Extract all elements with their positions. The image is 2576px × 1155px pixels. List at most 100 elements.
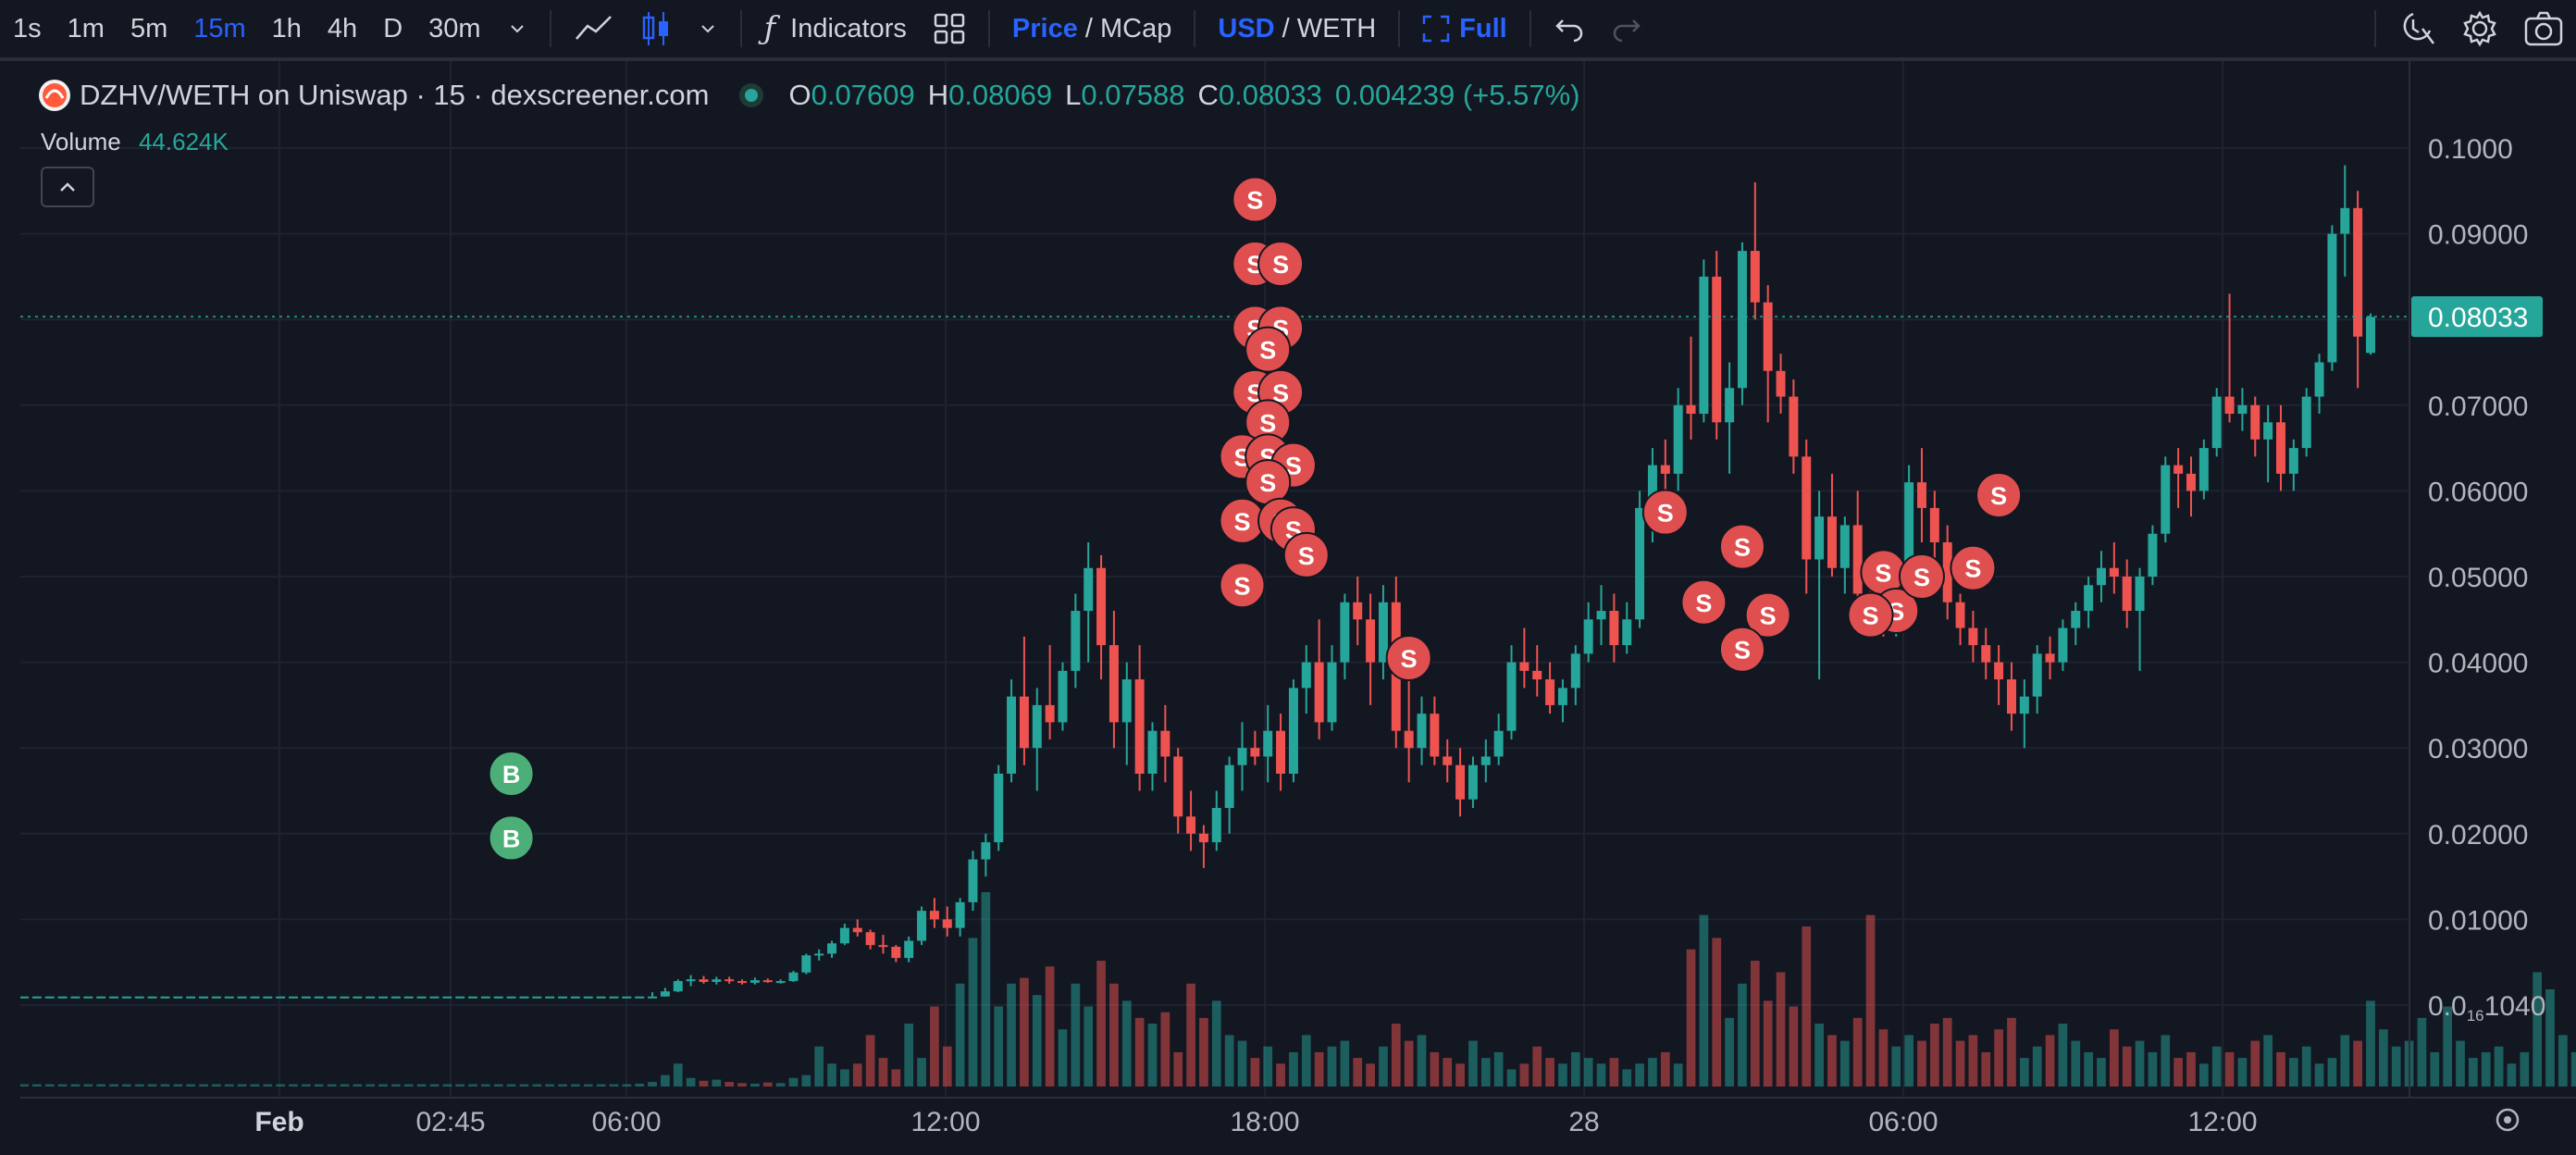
candle-body[interactable] — [186, 996, 196, 999]
candle-body[interactable] — [1276, 730, 1286, 774]
candle-body[interactable] — [839, 927, 849, 944]
candle-body[interactable] — [57, 996, 68, 999]
candle-body[interactable] — [609, 996, 619, 999]
timeframe-1h[interactable]: 1h — [271, 13, 302, 43]
candle-body[interactable] — [327, 996, 337, 999]
candle-body[interactable] — [1160, 730, 1170, 757]
candle-body[interactable] — [1468, 764, 1478, 800]
candle-body[interactable] — [1635, 507, 1645, 620]
candle-body[interactable] — [237, 996, 247, 999]
candle-body[interactable] — [929, 911, 939, 920]
candle-body[interactable] — [1224, 764, 1234, 809]
candle-body[interactable] — [20, 996, 29, 999]
candle-body[interactable] — [904, 940, 914, 959]
candle-body[interactable] — [1327, 662, 1337, 723]
candle-body[interactable] — [1480, 756, 1491, 765]
candle-body[interactable] — [1557, 688, 1567, 705]
candle-body[interactable] — [955, 901, 965, 928]
candle-body[interactable] — [545, 996, 555, 999]
candle-body[interactable] — [2122, 577, 2132, 612]
candle-body[interactable] — [1699, 276, 1709, 415]
mcap-option[interactable]: MCap — [1100, 13, 1172, 43]
candle-body[interactable] — [2109, 567, 2119, 577]
line-chart-button[interactable] — [561, 6, 627, 52]
candle-body[interactable] — [83, 996, 93, 999]
candle-body[interactable] — [2019, 696, 2029, 714]
sell-marker[interactable] — [1245, 326, 1292, 373]
candle-body[interactable] — [917, 911, 927, 941]
candle-body[interactable] — [1852, 525, 1863, 594]
candle-body[interactable] — [1545, 679, 1555, 705]
candle-body[interactable] — [1250, 748, 1260, 757]
candle-body[interactable] — [865, 932, 875, 946]
buy-marker[interactable] — [488, 750, 535, 797]
candle-body[interactable] — [981, 842, 991, 860]
candle-body[interactable] — [1519, 662, 1530, 671]
candle-body[interactable] — [1366, 619, 1376, 663]
sell-marker[interactable] — [1219, 562, 1266, 609]
candle-body[interactable] — [942, 919, 952, 928]
candle-body[interactable] — [1750, 251, 1760, 303]
candle-body[interactable] — [506, 996, 516, 999]
candle-body[interactable] — [1007, 696, 1017, 774]
candle-body[interactable] — [390, 996, 401, 999]
candle-body[interactable] — [2148, 533, 2158, 577]
candle-body[interactable] — [673, 981, 683, 992]
timeframe-dropdown-button[interactable] — [494, 6, 540, 52]
candle-body[interactable] — [1173, 756, 1183, 817]
candle-body[interactable] — [1532, 670, 1542, 680]
candle-body[interactable] — [583, 996, 593, 999]
candle-body[interactable] — [480, 996, 490, 999]
sell-marker[interactable] — [1641, 489, 1689, 536]
candle-body[interactable] — [301, 996, 311, 999]
candle-body[interactable] — [134, 996, 144, 999]
candle-body[interactable] — [429, 996, 440, 999]
candle-body[interactable] — [2006, 679, 2016, 714]
sell-marker[interactable] — [1718, 523, 1765, 570]
candle-body[interactable] — [2340, 207, 2350, 234]
candle-body[interactable] — [891, 947, 901, 959]
candle-body[interactable] — [2032, 653, 2042, 697]
candle-body[interactable] — [1108, 645, 1119, 723]
candle-body[interactable] — [1493, 730, 1504, 757]
settings-button[interactable] — [2448, 6, 2511, 52]
candle-body[interactable] — [121, 996, 131, 999]
candle-body[interactable] — [1045, 704, 1055, 723]
candle-body[interactable] — [44, 996, 55, 999]
sell-marker[interactable] — [1975, 472, 2023, 519]
candle-body[interactable] — [1737, 251, 1747, 389]
candle-body[interactable] — [2186, 473, 2196, 491]
currency-toggle[interactable]: USD / WETH — [1205, 6, 1389, 52]
candle-body[interactable] — [403, 996, 414, 999]
candle-body[interactable] — [519, 996, 529, 999]
candle-body[interactable] — [416, 996, 427, 999]
candle-body[interactable] — [2096, 567, 2106, 586]
sell-marker[interactable] — [1282, 531, 1330, 578]
sell-marker[interactable] — [1950, 544, 1997, 591]
candle-body[interactable] — [1301, 662, 1311, 689]
timeframe-30m[interactable]: 30m — [428, 13, 481, 43]
candle-body[interactable] — [1916, 482, 1926, 508]
candle-body[interactable] — [1596, 611, 1606, 620]
candle-body[interactable] — [147, 996, 157, 999]
timeframe-1m[interactable]: 1m — [67, 13, 105, 43]
candle-body[interactable] — [2263, 422, 2273, 440]
indicators-button[interactable]: ƒ Indicators — [751, 6, 920, 52]
candle-body[interactable] — [160, 996, 170, 999]
candle-body[interactable] — [1814, 516, 1825, 560]
candle-body[interactable] — [1353, 602, 1363, 620]
candle-body[interactable] — [1660, 465, 1670, 474]
candle-body[interactable] — [1929, 507, 1939, 542]
sell-marker[interactable] — [1385, 634, 1432, 681]
candle-body[interactable] — [1263, 730, 1273, 757]
candle-body[interactable] — [801, 955, 811, 973]
price-chart[interactable]: BBSSSSSSSSSSSSSSSSSSSSSSSSSSSSSS0.10000.… — [20, 61, 2576, 1155]
candle-body[interactable] — [224, 996, 234, 999]
candle-body[interactable] — [1032, 704, 1042, 749]
candle-body[interactable] — [648, 996, 658, 999]
candle-body[interactable] — [2301, 396, 2311, 449]
candle-body[interactable] — [1609, 611, 1619, 646]
candle-body[interactable] — [1802, 456, 1812, 560]
candle-body[interactable] — [1776, 370, 1786, 397]
candle-body[interactable] — [1647, 465, 1657, 508]
